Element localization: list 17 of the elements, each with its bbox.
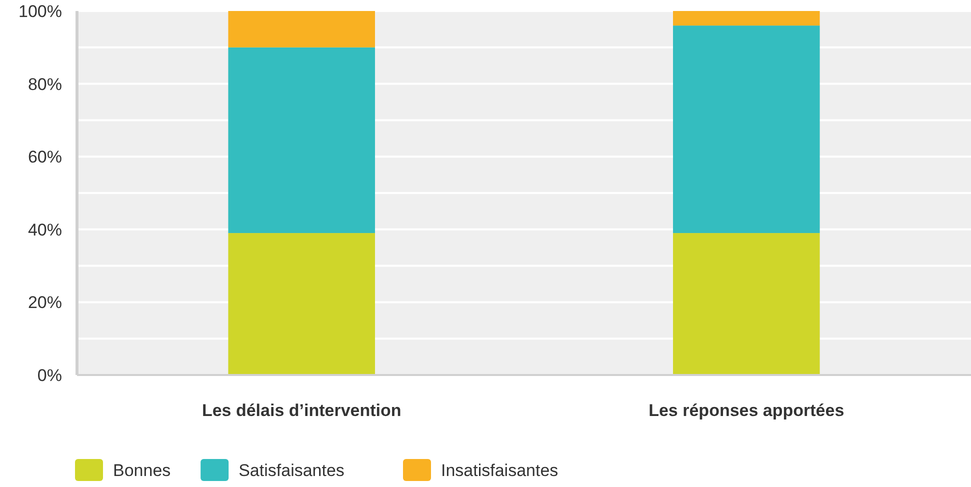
bar — [228, 233, 375, 375]
x-tick-label: Les délais d’intervention — [202, 401, 402, 420]
y-tick-label: 60% — [28, 148, 62, 167]
y-tick-label: 80% — [28, 74, 62, 94]
y-tick-label: 0% — [37, 366, 62, 385]
bar — [228, 47, 375, 234]
bar — [673, 233, 820, 375]
bar — [673, 11, 820, 26]
legend-label: Insatisfaisantes — [441, 460, 558, 480]
bar — [673, 26, 820, 234]
bar — [228, 11, 375, 48]
y-tick-label: 40% — [28, 220, 62, 240]
legend-label: Bonnes — [113, 460, 171, 480]
x-tick-label: Les réponses apportées — [648, 401, 844, 420]
legend-label: Satisfaisantes — [238, 460, 344, 480]
y-tick-label: 20% — [28, 293, 62, 312]
y-tick-label: 100% — [18, 2, 62, 21]
